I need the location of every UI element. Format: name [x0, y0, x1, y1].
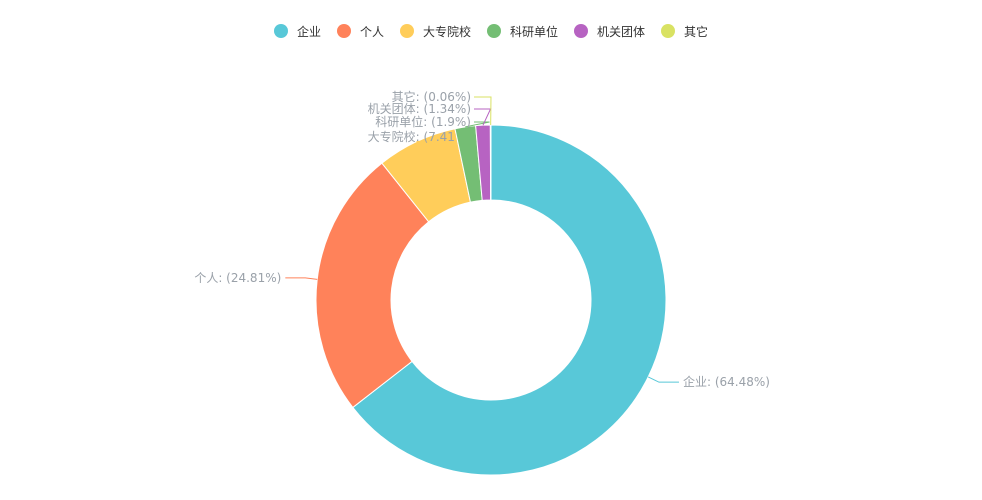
- pie-slice[interactable]: [489, 124, 492, 201]
- slice-label: 个人: (24.81%): [194, 271, 281, 285]
- leader-line: [465, 121, 490, 128]
- legend-label: 其它: [684, 24, 709, 39]
- pie-slice[interactable]: [352, 124, 667, 476]
- slice-label: 其它: (0.06%): [392, 89, 471, 104]
- legend-item[interactable]: 企业: [273, 23, 321, 40]
- legend-swatch: [661, 24, 676, 38]
- legend-item[interactable]: 机关团体: [574, 23, 645, 40]
- legend-swatch: [487, 24, 501, 38]
- legend-item[interactable]: 其它: [661, 23, 708, 40]
- legend-item[interactable]: 大专院校: [399, 23, 471, 40]
- legend-label: 企业: [296, 24, 321, 39]
- legend-item[interactable]: 个人: [336, 23, 384, 40]
- leader-line: [285, 277, 318, 280]
- leader-line: [647, 376, 679, 383]
- legend-swatch: [273, 24, 288, 38]
- slice-label: 科研单位: (1.9%): [375, 114, 471, 129]
- legend-label: 大专院校: [422, 24, 471, 39]
- leader-line: [474, 96, 492, 126]
- slice-label: 大专院校: (7.41%): [368, 129, 471, 144]
- chart-legend: 企业 个人 大专院校 科研单位 机关团体 其它: [0, 20, 982, 42]
- slice-label: 机关团体: (1.34%): [368, 102, 471, 116]
- legend-label: 科研单位: [510, 24, 559, 39]
- legend-label: 机关团体: [597, 24, 646, 39]
- legend-label: 个人: [359, 24, 384, 39]
- legend-swatch: [574, 24, 589, 38]
- legend-swatch: [336, 24, 351, 38]
- slice-label: 企业: (64.48%): [683, 374, 770, 389]
- pie-slice[interactable]: [315, 162, 430, 409]
- legend-swatch: [399, 24, 414, 38]
- legend-item[interactable]: 科研单位: [487, 23, 558, 40]
